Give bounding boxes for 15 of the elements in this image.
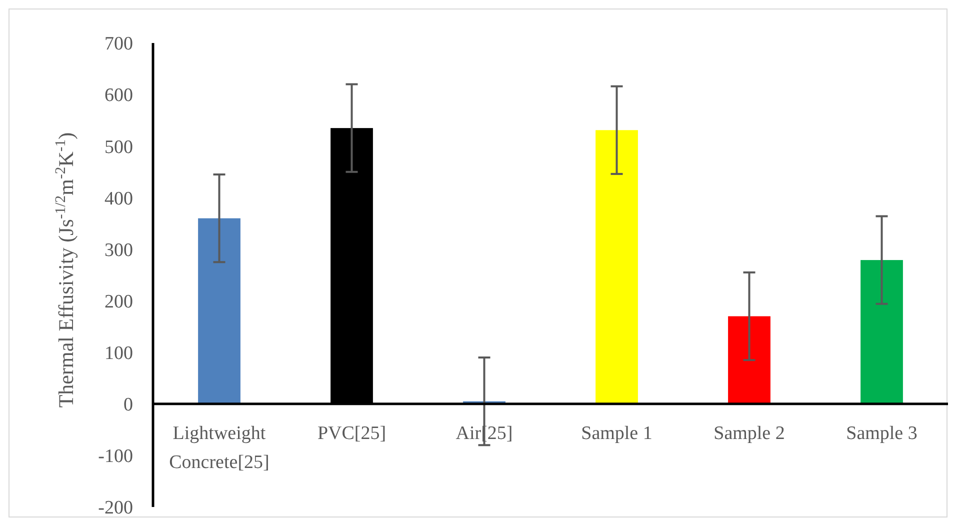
y-tick-label: 300: [104, 240, 133, 261]
x-tick-label: Sample 1: [581, 422, 652, 444]
y-tick-label: -100: [98, 446, 133, 468]
y-tick-label: 600: [104, 85, 133, 106]
y-tick-label: 100: [104, 342, 133, 364]
y-tick-label: 0: [124, 394, 133, 416]
x-tick-label: PVC[25]: [317, 422, 386, 444]
x-tick-label: Lightweight Concrete[25]: [169, 422, 270, 473]
y-tick-label: 400: [104, 188, 133, 210]
y-tick-label: -200: [98, 498, 133, 519]
y-tick-label: 200: [104, 291, 133, 312]
x-tick-label: Sample 3: [846, 422, 918, 444]
y-tick-label: 700: [104, 34, 133, 55]
y-tick-label: 500: [104, 136, 133, 158]
x-tick-label: Sample 2: [714, 422, 785, 444]
